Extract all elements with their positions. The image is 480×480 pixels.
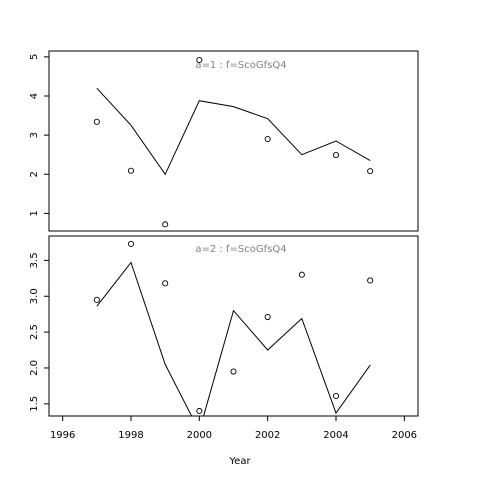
panel-2-point-7 — [332, 392, 340, 399]
panel-1-fitted-line — [96, 87, 371, 176]
panel-2-point-4 — [230, 368, 237, 375]
panel-2-point-5 — [264, 313, 271, 321]
x-tick-label-3: 2002 — [255, 430, 280, 441]
panel-1-point-4 — [264, 135, 271, 143]
x-tick-label-5: 2006 — [392, 430, 417, 441]
x-axis: 1996 1998 2000 2002 2004 2006 — [50, 416, 417, 441]
panel-1-y-tick-label-1: 2 — [29, 171, 40, 177]
panel-2-point-6 — [298, 271, 305, 278]
x-tick-label-2: 2000 — [187, 430, 212, 441]
panel-1-point-2 — [162, 221, 169, 228]
panel-1-point-5 — [332, 152, 340, 159]
panel-1-title: a=1 : f=ScoGfsQ4 — [195, 60, 286, 71]
panel-1: a=1 : f=ScoGfsQ4 1 2 3 4 5 — [29, 50, 419, 232]
panel-2-y-axis: 1.5 2.0 2.5 3.0 3.5 — [29, 252, 49, 412]
panel-2-y-tick-label-3: 3.0 — [29, 288, 40, 304]
panel-1-y-tick-label-3: 4 — [29, 93, 40, 99]
panel-2-y-tick-label-0: 1.5 — [29, 396, 40, 412]
panel-1-point-1 — [127, 167, 135, 174]
panel-2-point-8 — [367, 277, 374, 284]
panel-2-title: a=2 : f=ScoGfsQ4 — [195, 244, 286, 255]
panel-2-y-tick-label-1: 2.0 — [29, 360, 40, 376]
panel-1-y-tick-label-0: 1 — [29, 210, 40, 216]
panel-1-y-tick-label-2: 3 — [29, 132, 40, 138]
panel-2-fitted-line — [96, 261, 371, 416]
panel-1-observed-points — [93, 56, 374, 228]
panel-1-y-tick-label-4: 5 — [29, 54, 40, 60]
panel-2-point-1 — [127, 240, 135, 247]
panel-2-point-2 — [162, 280, 169, 287]
panel-2-observed-points — [93, 240, 374, 415]
panel-2: a=2 : f=ScoGfsQ4 1.5 2.0 2.5 3.0 3.5 — [29, 235, 419, 417]
panel-1-y-axis: 1 2 3 4 5 — [29, 54, 49, 217]
panel-1-point-3 — [196, 56, 203, 64]
panel-2-y-tick-label-2: 2.5 — [29, 324, 40, 340]
x-tick-label-0: 1996 — [50, 430, 75, 441]
x-axis-label: Year — [228, 456, 251, 467]
panel-2-frame — [48, 235, 419, 417]
x-tick-label-1: 1998 — [118, 430, 143, 441]
panel-2-y-tick-label-4: 3.5 — [29, 252, 40, 268]
panel-2-point-0 — [93, 296, 100, 303]
panel-1-frame — [48, 50, 419, 232]
panel-2-point-3 — [196, 407, 203, 415]
x-tick-label-4: 2004 — [323, 430, 348, 441]
panel-1-point-0 — [93, 118, 100, 125]
panel-1-point-6 — [367, 168, 374, 175]
